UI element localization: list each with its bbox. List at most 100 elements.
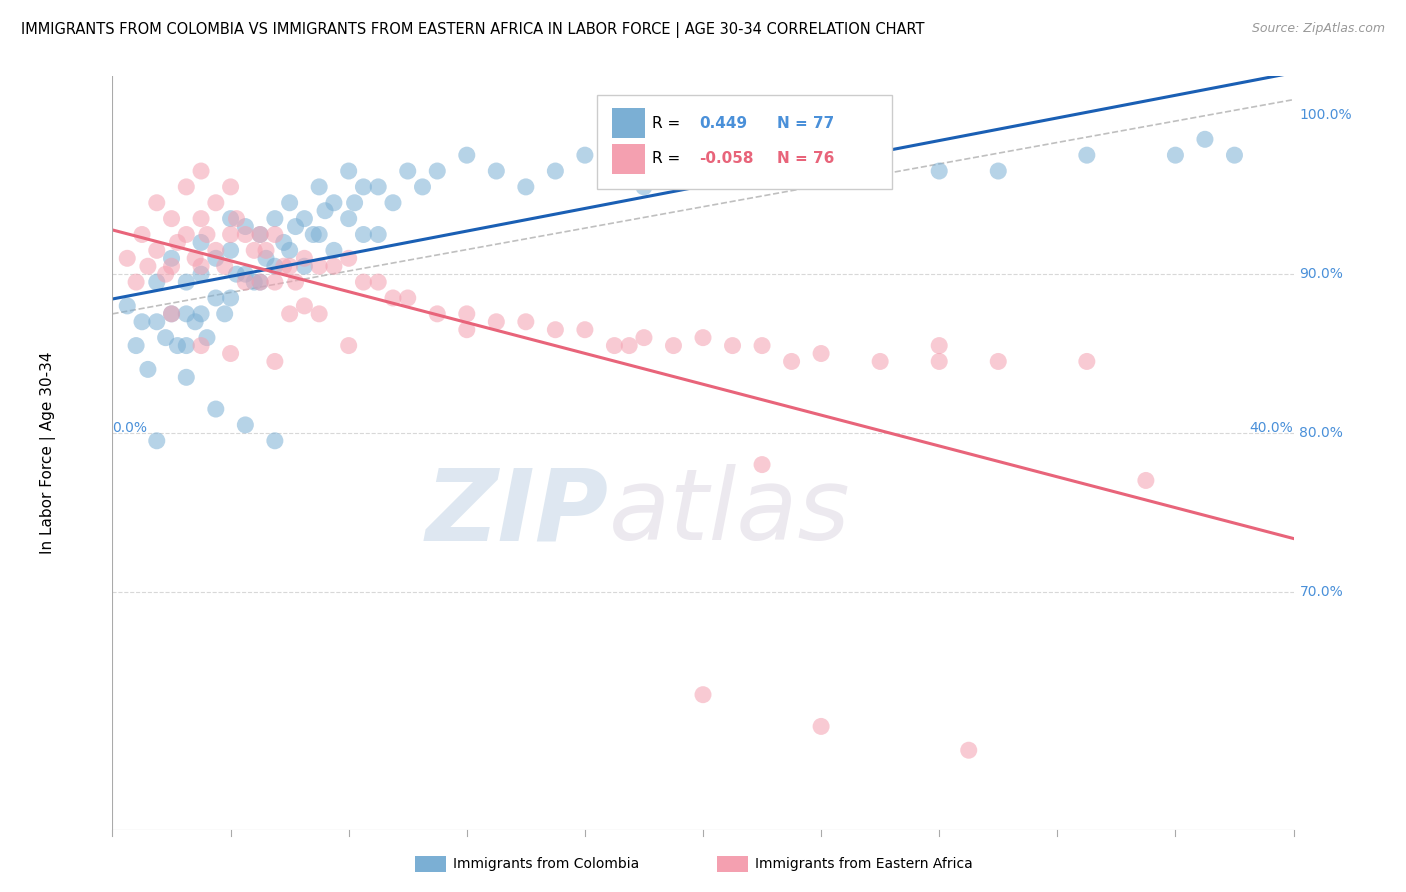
- Point: [869, 354, 891, 368]
- Point: [1076, 148, 1098, 162]
- Point: [780, 354, 803, 368]
- Point: [125, 275, 148, 289]
- Text: atlas: atlas: [609, 465, 851, 561]
- Point: [1194, 132, 1216, 146]
- Point: [278, 195, 301, 210]
- Text: In Labor Force | Age 30-34: In Labor Force | Age 30-34: [39, 351, 55, 554]
- Point: [987, 354, 1010, 368]
- Point: [456, 148, 478, 162]
- Point: [292, 259, 315, 273]
- Point: [190, 259, 212, 273]
- Point: [243, 244, 266, 258]
- Point: [396, 164, 419, 178]
- Point: [131, 315, 153, 329]
- Point: [249, 275, 271, 289]
- Point: [174, 307, 197, 321]
- FancyBboxPatch shape: [596, 95, 891, 189]
- Point: [166, 235, 188, 250]
- Point: [264, 354, 287, 368]
- Point: [273, 235, 295, 250]
- Point: [957, 743, 980, 757]
- Point: [352, 275, 374, 289]
- Point: [603, 338, 626, 352]
- Point: [160, 259, 183, 273]
- Point: [751, 338, 773, 352]
- Text: -0.058: -0.058: [699, 152, 754, 166]
- Point: [225, 267, 247, 281]
- Point: [308, 227, 330, 242]
- Point: [190, 235, 212, 250]
- Point: [337, 252, 360, 266]
- Point: [174, 275, 197, 289]
- Text: 0.0%: 0.0%: [112, 421, 148, 435]
- Point: [205, 195, 228, 210]
- Point: [146, 275, 169, 289]
- Point: [810, 346, 832, 360]
- Point: [314, 203, 336, 218]
- Point: [264, 211, 287, 226]
- Point: [249, 275, 271, 289]
- Point: [166, 338, 188, 352]
- Point: [928, 164, 950, 178]
- Point: [219, 244, 242, 258]
- Point: [352, 227, 374, 242]
- Point: [323, 244, 346, 258]
- Point: [574, 148, 596, 162]
- Point: [352, 180, 374, 194]
- Point: [292, 211, 315, 226]
- Point: [160, 252, 183, 266]
- Point: [292, 299, 315, 313]
- Point: [633, 180, 655, 194]
- Point: [190, 307, 212, 321]
- Text: 70.0%: 70.0%: [1299, 584, 1343, 599]
- FancyBboxPatch shape: [612, 144, 645, 174]
- Point: [160, 211, 183, 226]
- Point: [367, 180, 389, 194]
- Text: Source: ZipAtlas.com: Source: ZipAtlas.com: [1251, 22, 1385, 36]
- Point: [485, 315, 508, 329]
- Point: [751, 164, 773, 178]
- Text: R =: R =: [652, 152, 681, 166]
- Point: [343, 195, 366, 210]
- Point: [692, 688, 714, 702]
- Point: [214, 259, 236, 273]
- Point: [131, 227, 153, 242]
- Point: [219, 346, 242, 360]
- Point: [205, 252, 228, 266]
- Point: [426, 164, 449, 178]
- Point: [839, 148, 862, 162]
- Point: [249, 227, 271, 242]
- Point: [1223, 148, 1246, 162]
- FancyBboxPatch shape: [612, 108, 645, 138]
- Point: [190, 338, 212, 352]
- Point: [396, 291, 419, 305]
- Point: [544, 164, 567, 178]
- Point: [117, 299, 138, 313]
- Point: [692, 148, 714, 162]
- Point: [1164, 148, 1187, 162]
- Text: IMMIGRANTS FROM COLOMBIA VS IMMIGRANTS FROM EASTERN AFRICA IN LABOR FORCE | AGE : IMMIGRANTS FROM COLOMBIA VS IMMIGRANTS F…: [21, 22, 925, 38]
- Point: [243, 275, 266, 289]
- Point: [219, 211, 242, 226]
- Point: [264, 275, 287, 289]
- Point: [155, 267, 177, 281]
- Point: [264, 434, 287, 448]
- Point: [367, 275, 389, 289]
- Text: 40.0%: 40.0%: [1250, 421, 1294, 435]
- Point: [233, 275, 256, 289]
- Point: [426, 307, 449, 321]
- Text: Immigrants from Eastern Africa: Immigrants from Eastern Africa: [755, 857, 973, 871]
- Point: [662, 338, 685, 352]
- Point: [456, 307, 478, 321]
- Point: [278, 259, 301, 273]
- Point: [264, 227, 287, 242]
- Point: [302, 227, 325, 242]
- Point: [205, 402, 228, 417]
- Point: [382, 195, 405, 210]
- Point: [1135, 474, 1157, 488]
- Point: [117, 252, 138, 266]
- Point: [160, 307, 183, 321]
- Point: [411, 180, 433, 194]
- Point: [751, 458, 773, 472]
- Text: Immigrants from Colombia: Immigrants from Colombia: [453, 857, 638, 871]
